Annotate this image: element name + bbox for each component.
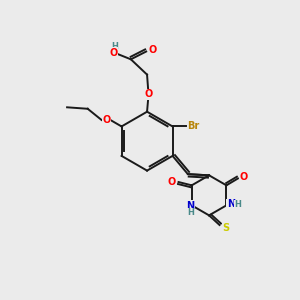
Text: O: O bbox=[148, 45, 157, 55]
Text: H: H bbox=[111, 42, 118, 51]
Text: H: H bbox=[234, 200, 241, 209]
Text: O: O bbox=[102, 115, 110, 125]
Text: N: N bbox=[186, 201, 194, 211]
Text: O: O bbox=[144, 89, 153, 99]
Text: S: S bbox=[223, 223, 230, 233]
Text: O: O bbox=[168, 177, 176, 187]
Text: O: O bbox=[240, 172, 248, 182]
Text: Br: Br bbox=[187, 122, 199, 131]
Text: H: H bbox=[187, 208, 194, 217]
Text: N: N bbox=[227, 200, 235, 209]
Text: O: O bbox=[110, 48, 118, 58]
